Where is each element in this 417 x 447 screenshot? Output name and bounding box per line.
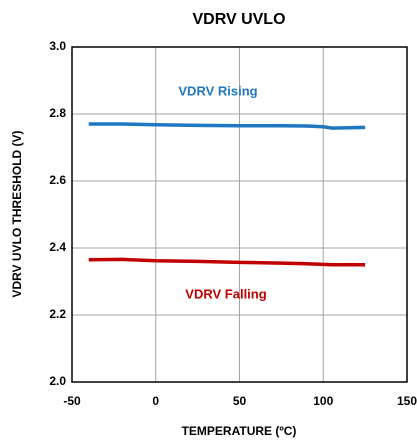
y-tick-label: 2.2 <box>49 307 66 321</box>
x-tick-label: 150 <box>397 394 417 408</box>
series-label: VDRV Rising <box>178 83 257 98</box>
y-axis-label: VDRV UVLO THRESHOLD (V) <box>10 130 24 297</box>
y-tick-label: 2.4 <box>49 240 66 254</box>
line-series <box>88 257 366 267</box>
series-label: VDRV Falling <box>185 286 266 301</box>
x-tick-label: -50 <box>63 394 81 408</box>
x-tick-label: 100 <box>313 394 333 408</box>
y-tick-label: 2.0 <box>49 374 66 388</box>
line-series <box>88 122 366 130</box>
chart-title: VDRV UVLO <box>192 11 285 28</box>
x-axis-label: TEMPERATURE (ºC) <box>182 424 297 438</box>
y-tick-label: 3.0 <box>49 39 66 53</box>
plot-frame <box>71 46 408 383</box>
y-tick-label: 2.8 <box>49 106 66 120</box>
x-tick-label: 50 <box>233 394 247 408</box>
y-tick-label: 2.6 <box>49 173 66 187</box>
x-tick-label: 0 <box>152 394 159 408</box>
